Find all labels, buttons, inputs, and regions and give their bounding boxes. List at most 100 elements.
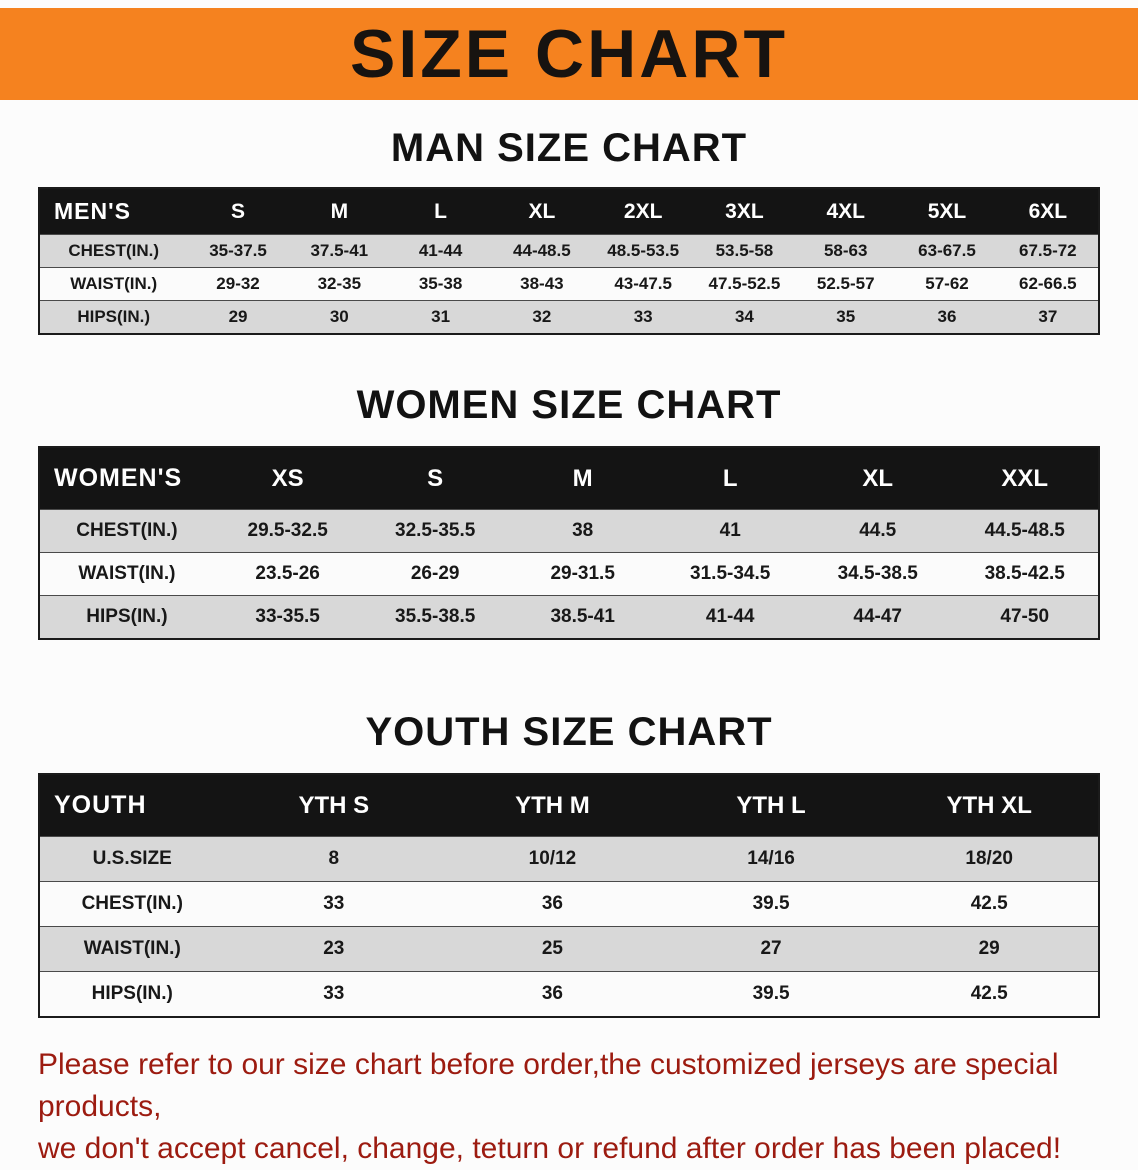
youth-size-chart-heading: YOUTH SIZE CHART	[365, 710, 773, 754]
youth-size-table-container: YOUTH YTH S YTH M YTH L YTH XL U.S.SIZE 8 10/12…	[38, 773, 1100, 1018]
row-label: WAIST(IN.)	[39, 552, 214, 596]
table-cell: 33	[224, 881, 444, 927]
table-cell: 44.5	[803, 509, 952, 553]
table-cell: 43-47.5	[592, 267, 694, 301]
table-cell: 32	[491, 300, 593, 334]
column-header-m: M	[288, 188, 390, 235]
row-label: HIPS(IN.)	[39, 595, 214, 639]
footer-notice: Please refer to our size chart before or…	[38, 1044, 1108, 1170]
page-title: SIZE CHART	[350, 16, 788, 92]
column-header-xl: XL	[491, 188, 593, 235]
row-label: WAIST(IN.)	[39, 926, 225, 972]
row-label: HIPS(IN.)	[39, 971, 225, 1017]
table-cell: 58-63	[795, 234, 897, 268]
table-row: CHEST(IN.) 35-37.5 37.5-41 41-44 44-48.5 48.5…	[39, 234, 1099, 268]
table-cell: 33	[592, 300, 694, 334]
column-header-xxl: XXL	[951, 447, 1099, 510]
table-cell: 39.5	[661, 971, 881, 1017]
table-cell: 35-38	[389, 267, 492, 301]
table-cell: 29.5-32.5	[213, 509, 362, 553]
table-cell: 23.5-26	[213, 552, 362, 596]
column-header-m: M	[508, 447, 657, 510]
table-cell: 37	[997, 300, 1099, 334]
table-cell: 8	[224, 836, 444, 882]
table-row: CHEST(IN.) 29.5-32.5 32.5-35.5 38 41 44.5 44.5…	[39, 509, 1099, 553]
table-cell: 14/16	[661, 836, 881, 882]
row-label: CHEST(IN.)	[39, 234, 188, 268]
youth-size-table: YOUTH YTH S YTH M YTH L YTH XL U.S.SIZE 8 10/12…	[38, 773, 1100, 1018]
column-header-l: L	[389, 188, 492, 235]
table-cell: 44.5-48.5	[951, 509, 1099, 553]
table-cell: 41-44	[389, 234, 492, 268]
mens-size-table: MEN'S S M L XL 2XL 3XL 4XL 5XL 6XL CHEST(IN.) 35-37…	[38, 187, 1100, 335]
table-cell: 38	[508, 509, 657, 553]
table-cell: 47.5-52.5	[693, 267, 796, 301]
womens-size-table: WOMEN'S XS S M L XL XXL CHEST(IN.) 29.5-32.5 32.5…	[38, 446, 1100, 640]
table-cell: 53.5-58	[693, 234, 796, 268]
youth-section: YOUTH SIZE CHART YOUTH YTH S YTH M YTH L YTH…	[0, 710, 1138, 1018]
table-cell: 29-31.5	[508, 552, 657, 596]
men-size-table-container: MEN'S S M L XL 2XL 3XL 4XL 5XL 6XL CHEST(IN.) 35-37…	[38, 187, 1100, 335]
table-cell: 27	[661, 926, 881, 972]
womens-table-title: WOMEN'S	[39, 447, 214, 510]
table-row: HIPS(IN.) 33-35.5 35.5-38.5 38.5-41 41-44 44-…	[39, 595, 1099, 639]
table-row: WAIST(IN.) 23 25 27 29	[39, 926, 1099, 972]
table-cell: 52.5-57	[795, 267, 897, 301]
table-row: WAIST(IN.) 29-32 32-35 35-38 38-43 43-47.5 47.…	[39, 267, 1099, 301]
table-cell: 37.5-41	[288, 234, 390, 268]
table-row: HIPS(IN.) 29 30 31 32 33 34 35 36 37	[39, 300, 1099, 334]
table-cell: 32.5-35.5	[361, 509, 509, 553]
women-size-table-container: WOMEN'S XS S M L XL XXL CHEST(IN.) 29.5-32.5 32.5…	[38, 446, 1100, 640]
column-header-yth-s: YTH S	[224, 774, 444, 837]
column-header-6xl: 6XL	[997, 188, 1099, 235]
notice-line-1: Please refer to our size chart before or…	[38, 1048, 1059, 1123]
table-cell: 31.5-34.5	[656, 552, 804, 596]
table-cell: 38-43	[491, 267, 593, 301]
table-cell: 35-37.5	[187, 234, 289, 268]
table-cell: 42.5	[880, 881, 1099, 927]
row-label: CHEST(IN.)	[39, 881, 225, 927]
mens-header-row: MEN'S S M L XL 2XL 3XL 4XL 5XL 6XL	[39, 188, 1099, 235]
table-cell: 23	[224, 926, 444, 972]
table-cell: 26-29	[361, 552, 509, 596]
youth-table-title: YOUTH	[39, 774, 225, 837]
table-cell: 42.5	[880, 971, 1099, 1017]
table-row: WAIST(IN.) 23.5-26 26-29 29-31.5 31.5-34.5 34…	[39, 552, 1099, 596]
table-cell: 48.5-53.5	[592, 234, 694, 268]
table-cell: 30	[288, 300, 390, 334]
table-row: HIPS(IN.) 33 36 39.5 42.5	[39, 971, 1099, 1017]
table-cell: 18/20	[880, 836, 1099, 882]
table-cell: 36	[896, 300, 998, 334]
table-cell: 31	[389, 300, 492, 334]
table-cell: 44-47	[803, 595, 952, 639]
table-cell: 32-35	[288, 267, 390, 301]
column-header-l: L	[656, 447, 804, 510]
table-cell: 41	[656, 509, 804, 553]
table-row: CHEST(IN.) 33 36 39.5 42.5	[39, 881, 1099, 927]
table-cell: 47-50	[951, 595, 1099, 639]
mens-table-title: MEN'S	[39, 188, 188, 235]
column-header-xl: XL	[803, 447, 952, 510]
column-header-3xl: 3XL	[693, 188, 796, 235]
column-header-xs: XS	[213, 447, 362, 510]
row-label: HIPS(IN.)	[39, 300, 188, 334]
column-header-yth-l: YTH L	[661, 774, 881, 837]
women-section: WOMEN SIZE CHART WOMEN'S XS S M L XL XXL CHEST(…	[0, 383, 1138, 640]
table-row: U.S.SIZE 8 10/12 14/16 18/20	[39, 836, 1099, 882]
row-label: CHEST(IN.)	[39, 509, 214, 553]
table-cell: 29-32	[187, 267, 289, 301]
table-cell: 57-62	[896, 267, 998, 301]
table-cell: 10/12	[443, 836, 662, 882]
table-cell: 33	[224, 971, 444, 1017]
row-label: U.S.SIZE	[39, 836, 225, 882]
table-cell: 67.5-72	[997, 234, 1099, 268]
notice-line-2: we don't accept cancel, change, teturn o…	[38, 1132, 1062, 1165]
table-cell: 34.5-38.5	[803, 552, 952, 596]
table-cell: 38.5-41	[508, 595, 657, 639]
table-cell: 63-67.5	[896, 234, 998, 268]
table-cell: 41-44	[656, 595, 804, 639]
column-header-s: S	[187, 188, 289, 235]
table-cell: 25	[443, 926, 662, 972]
table-cell: 34	[693, 300, 796, 334]
size-chart-page: SIZE CHART MAN SIZE CHART MEN'S S M L XL 2XL 3…	[0, 8, 1138, 1170]
